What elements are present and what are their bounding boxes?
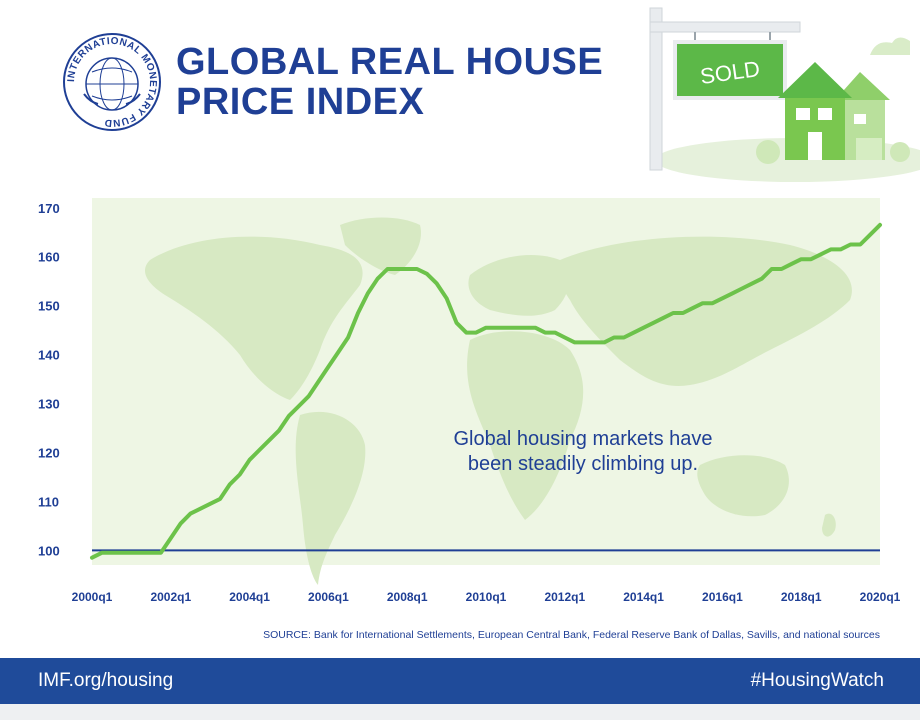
map-south-america <box>295 411 366 585</box>
x-tick-label: 2000q1 <box>72 590 113 604</box>
garage-door <box>856 138 882 160</box>
house-price-chart: 100 110 120 130 140 150 160 170 2000q1 2002q1 2004… <box>38 198 901 604</box>
map-new-zealand <box>822 513 836 537</box>
house-side-roof <box>835 72 890 100</box>
chart-area: 100 110 120 130 140 150 160 170 2000q1 2002q1 2004… <box>0 190 920 620</box>
sign-arm <box>649 21 801 33</box>
source-note: SOURCE: Bank for International Settlemen… <box>263 629 880 641</box>
map-europe <box>468 255 570 316</box>
x-tick-label: 2018q1 <box>781 590 822 604</box>
x-tick-label: 2002q1 <box>150 590 191 604</box>
title-line-1: GLOBAL REAL HOUSE <box>176 41 604 83</box>
y-tick-label: 100 <box>38 543 60 558</box>
x-tick-label: 2008q1 <box>387 590 428 604</box>
house-door <box>808 132 822 160</box>
sold-house-illustration: SOLD <box>649 7 920 182</box>
imf-seal-logo: INTERNATIONAL MONETARY FUND <box>63 33 161 131</box>
chart-annotation-line: Global housing markets have <box>453 428 712 450</box>
x-tick-label: 2010q1 <box>466 590 507 604</box>
map-asia <box>556 236 852 386</box>
x-tick-label: 2016q1 <box>702 590 743 604</box>
map-africa <box>467 331 584 520</box>
cloud-shape <box>870 37 910 55</box>
footer-bar: IMF.org/housing #HousingWatch <box>0 658 920 704</box>
svg-text:INTERNATIONAL MONETARY FUND: INTERNATIONAL MONETARY FUND <box>66 36 158 128</box>
y-tick-label: 150 <box>38 299 60 314</box>
y-tick-label: 170 <box>38 201 60 216</box>
y-tick-label: 130 <box>38 397 60 412</box>
x-tick-label: 2004q1 <box>229 590 270 604</box>
y-tick-label: 160 <box>38 250 60 265</box>
bush <box>756 140 780 164</box>
bush <box>890 142 910 162</box>
x-tick-label: 2012q1 <box>544 590 585 604</box>
sign-post <box>649 7 663 171</box>
header: INTERNATIONAL MONETARY FUND GLOBAL REAL … <box>0 0 920 190</box>
house-side-window <box>854 114 866 124</box>
map-greenland <box>340 217 421 275</box>
x-tick-label: 2006q1 <box>308 590 349 604</box>
house-window <box>796 108 810 120</box>
house-roof <box>778 62 852 98</box>
y-tick-label: 110 <box>38 494 59 509</box>
map-north-america <box>145 236 363 400</box>
footer-hashtag[interactable]: #HousingWatch <box>750 670 884 691</box>
y-tick-label: 140 <box>38 348 60 363</box>
y-tick-label: 120 <box>38 445 60 460</box>
house-window <box>818 108 832 120</box>
page-title: GLOBAL REAL HOUSE PRICE INDEX <box>176 42 603 122</box>
footer-link-imf-housing[interactable]: IMF.org/housing <box>38 670 174 691</box>
x-tick-label: 2020q1 <box>860 590 901 604</box>
seal-text: INTERNATIONAL MONETARY FUND <box>66 36 158 128</box>
map-australia <box>697 455 789 517</box>
world-map-background <box>145 217 852 585</box>
x-tick-label: 2014q1 <box>623 590 664 604</box>
series-line-house-price-index <box>90 222 882 560</box>
chart-annotation-line: been steadily climbing up. <box>468 453 698 475</box>
title-line-2: PRICE INDEX <box>176 81 425 123</box>
sold-sign-board <box>673 40 787 100</box>
bottom-strip <box>0 704 920 720</box>
